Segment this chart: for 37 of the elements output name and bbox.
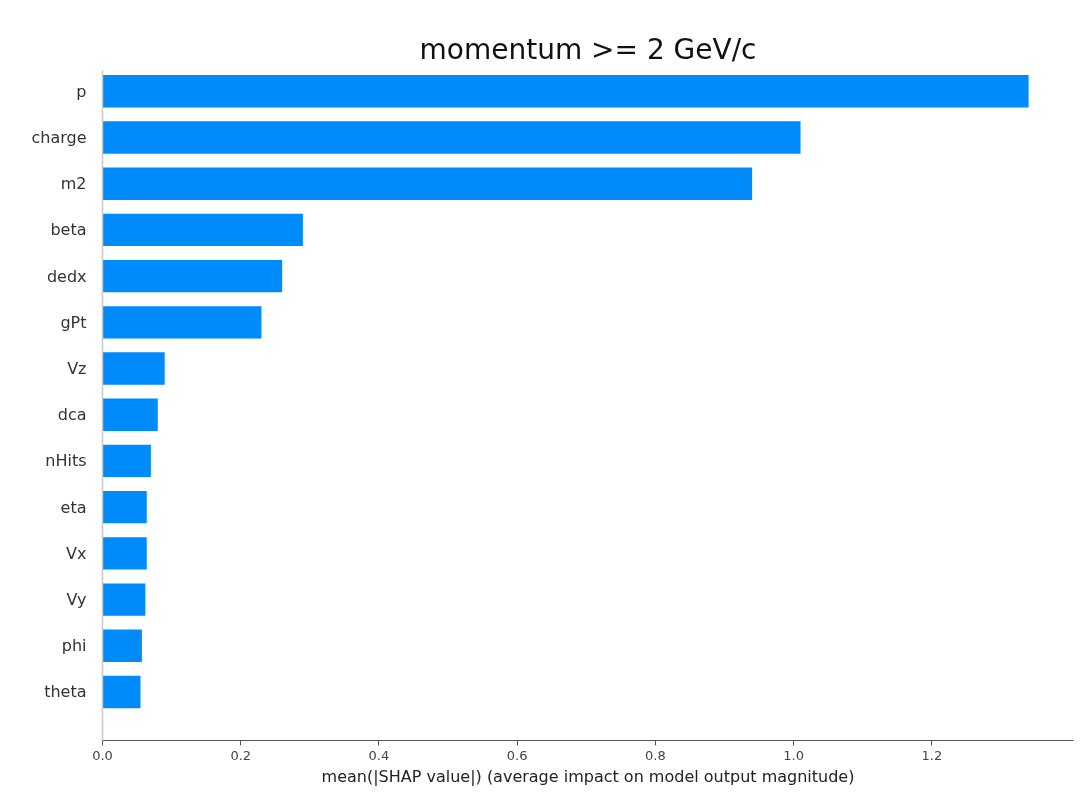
x-tick-label: 1.0 — [783, 747, 804, 763]
x-tick-label: 0.2 — [230, 747, 252, 763]
y-tick-label: nHits — [45, 451, 87, 471]
x-tick-label: 0.8 — [645, 747, 666, 763]
bar — [102, 259, 283, 293]
bar — [102, 121, 801, 154]
y-tick-label: eta — [60, 497, 87, 517]
chart-title: momentum >= 2 GeV/c — [419, 32, 757, 66]
y-tick-label: Vz — [67, 359, 87, 379]
bar — [102, 398, 158, 431]
bar — [102, 213, 303, 247]
y-tick-label: dca — [57, 405, 87, 425]
y-tick-label: charge — [31, 128, 87, 147]
y-tick-label: Vx — [66, 543, 87, 563]
y-tick-label: dedx — [46, 266, 87, 286]
bar — [102, 167, 753, 200]
bar — [102, 537, 147, 570]
bar — [102, 490, 147, 524]
bar — [102, 675, 141, 709]
bar — [102, 75, 1029, 108]
y-tick-label: gPt — [60, 312, 87, 332]
y-tick-label: theta — [44, 682, 87, 702]
bar — [102, 306, 262, 339]
y-tick-label: m2 — [60, 174, 87, 194]
bar — [102, 583, 146, 616]
x-tick-label: 1.2 — [921, 747, 943, 763]
bar — [102, 352, 165, 385]
x-tick-label: 0.6 — [506, 747, 528, 763]
x-axis-title: mean(|SHAP value|) (average impact on model output magnitude) — [321, 766, 855, 786]
x-tick-label: 0.0 — [92, 747, 113, 763]
bar — [102, 629, 142, 662]
y-tick-label: Vy — [66, 590, 87, 610]
bar — [102, 444, 151, 478]
y-tick-label: p — [76, 81, 87, 101]
y-tick-label: phi — [61, 636, 87, 656]
y-tick-label: beta — [50, 220, 87, 240]
x-tick-label: 0.4 — [368, 747, 390, 763]
